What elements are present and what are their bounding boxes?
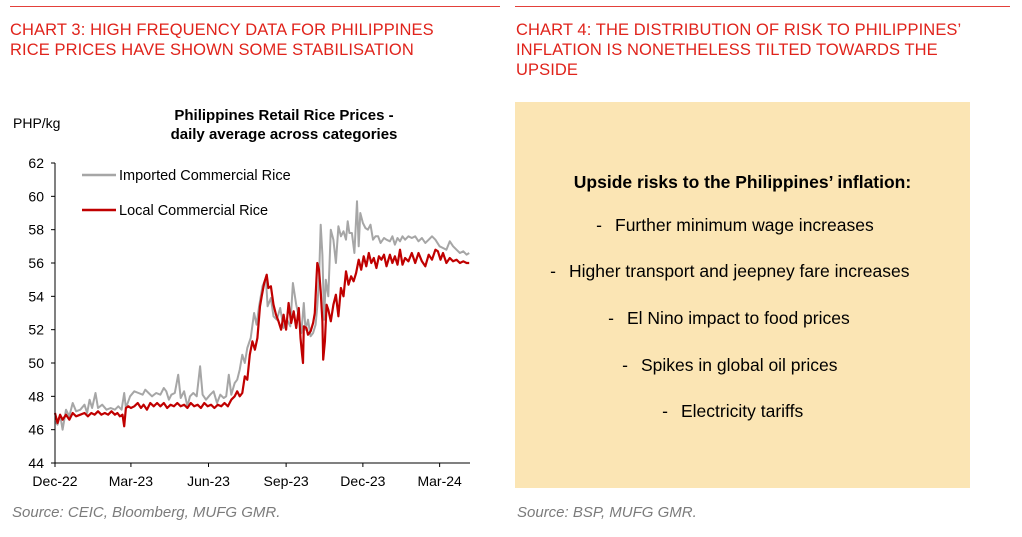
risk-bullet: - xyxy=(550,261,556,281)
y-tick-label: 58 xyxy=(28,222,44,238)
risk-bullet: - xyxy=(608,308,614,328)
imported-commercial-rice-line xyxy=(54,200,470,431)
risk-item: - Spikes in global oil prices xyxy=(609,355,838,376)
y-tick-label: 52 xyxy=(28,322,44,338)
right-top-rule xyxy=(515,6,1010,7)
chart4-heading-line-3: UPSIDE xyxy=(516,61,579,79)
y-tick-label: 54 xyxy=(28,288,44,304)
risk-item: - Higher transport and jeepney fare incre… xyxy=(537,261,909,282)
risk-item: - El Nino impact to food prices xyxy=(595,308,850,329)
risk-item-text: Spikes in global oil prices xyxy=(641,355,838,375)
risk-bullet: - xyxy=(622,355,628,375)
y-axis-unit-label: PHP/kg xyxy=(13,115,60,131)
rice-price-chart: Philippines Retail Rice Prices - daily a… xyxy=(13,107,470,489)
y-tick-label: 60 xyxy=(28,188,44,204)
chart3-heading: CHART 3: HIGH FREQUENCY DATA FOR PHILIPP… xyxy=(10,20,434,60)
x-tick-label: Mar-24 xyxy=(417,473,462,489)
chart-title-line-1: Philippines Retail Rice Prices - xyxy=(174,107,393,124)
risk-item-text: Electricity tariffs xyxy=(681,401,804,421)
y-tick-label: 62 xyxy=(28,155,44,171)
left-top-rule xyxy=(10,6,500,7)
chart4-heading-line-1: CHART 4: THE DISTRIBUTION OF RISK TO PHI… xyxy=(516,21,962,39)
risk-bullet: - xyxy=(596,215,602,235)
series-lines xyxy=(53,200,470,431)
risk-item-text: Further minimum wage increases xyxy=(615,215,874,235)
risk-item: - Further minimum wage increases xyxy=(583,215,874,236)
chart4-heading-line-2: INFLATION IS NONETHELESS TILTED TOWARDS … xyxy=(516,41,938,59)
x-tick-label: Jun-23 xyxy=(187,473,230,489)
legend-label-local: Local Commercial Rice xyxy=(119,203,268,219)
legend-label-imported: Imported Commercial Rice xyxy=(119,168,291,184)
y-tick-label: 46 xyxy=(28,422,44,438)
chart3-heading-line-2: RICE PRICES HAVE SHOWN SOME STABILISATIO… xyxy=(10,41,414,59)
chart3-source: Source: CEIC, Bloomberg, MUFG GMR. xyxy=(12,504,281,521)
x-tick-label: Dec-22 xyxy=(32,473,77,489)
risk-box-title: Upside risks to the Philippines’ inflati… xyxy=(573,172,912,192)
y-axis: 44 46 48 50 52 54 56 58 60 62 xyxy=(28,155,55,471)
risk-item-text: Higher transport and jeepney fare increa… xyxy=(569,261,910,281)
y-tick-label: 48 xyxy=(28,388,44,404)
legend: Imported Commercial Rice Local Commercia… xyxy=(82,168,291,219)
upside-risks-box: Upside risks to the Philippines’ inflati… xyxy=(515,102,970,488)
x-axis: Dec-22 Mar-23 Jun-23 Sep-23 Dec-23 Mar-24 xyxy=(32,463,462,489)
x-tick-label: Dec-23 xyxy=(340,473,385,489)
x-tick-label: Sep-23 xyxy=(264,473,309,489)
chart4-heading: CHART 4: THE DISTRIBUTION OF RISK TO PHI… xyxy=(516,20,961,80)
chart3-heading-line-1: CHART 3: HIGH FREQUENCY DATA FOR PHILIPP… xyxy=(10,21,434,39)
chart-title-line-2: daily average across categories xyxy=(171,126,398,143)
risk-item: - Electricity tariffs xyxy=(649,401,803,422)
y-tick-label: 56 xyxy=(28,255,44,271)
y-tick-label: 50 xyxy=(28,355,44,371)
risk-item-text: El Nino impact to food prices xyxy=(627,308,850,328)
risk-bullet: - xyxy=(662,401,668,421)
y-tick-label: 44 xyxy=(28,455,44,471)
chart4-source: Source: BSP, MUFG GMR. xyxy=(517,504,697,521)
local-commercial-rice-line xyxy=(53,248,470,428)
x-tick-label: Mar-23 xyxy=(109,473,154,489)
